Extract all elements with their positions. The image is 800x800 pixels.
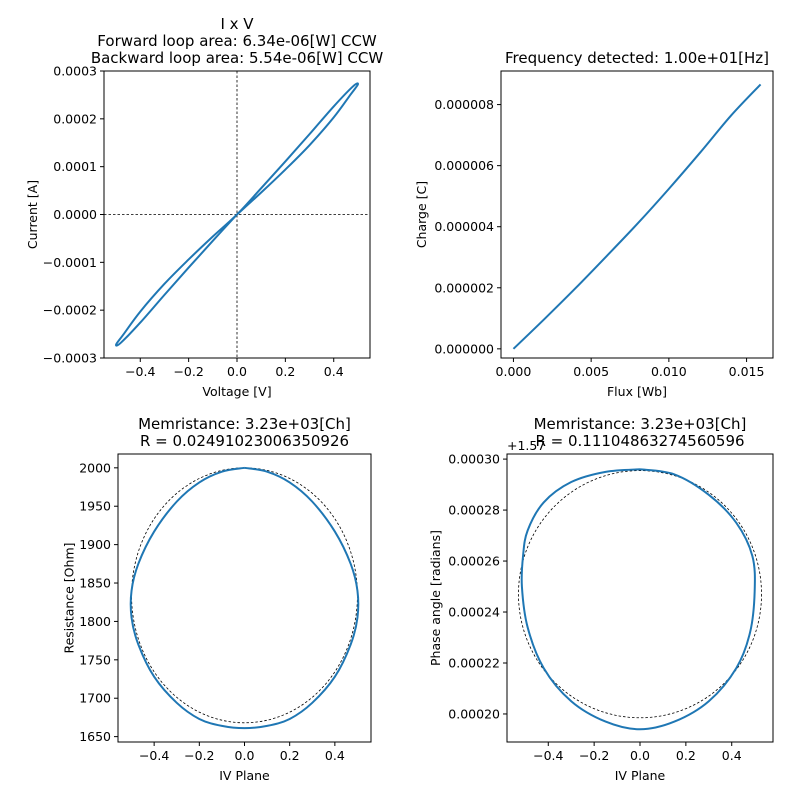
x-tick-label: 0.0 <box>227 364 247 379</box>
y-tick-label: 1900 <box>79 537 111 552</box>
y-axis-label: Charge [C] <box>414 181 429 248</box>
x-tick-label: 0.4 <box>722 748 742 763</box>
y-tick-label: 1800 <box>79 614 111 629</box>
plot-area <box>129 466 360 730</box>
y-offset-label: +1.57 <box>507 438 545 453</box>
x-tick-label: −0.2 <box>173 364 203 379</box>
axes-frame <box>500 70 774 359</box>
axes-frame <box>506 453 774 743</box>
y-tick-label: 0.0003 <box>53 64 97 79</box>
title-line: Forward loop area: 6.34e-06[W] CCW <box>97 32 377 50</box>
x-tick-label: −0.4 <box>125 364 155 379</box>
x-tick-label: 0.0 <box>235 748 255 763</box>
y-tick-label: −0.0003 <box>43 351 97 366</box>
x-tick-label: 0.005 <box>573 364 609 379</box>
plot-area <box>104 71 370 358</box>
title-line: R = 0.02491023006350926 <box>140 432 349 450</box>
title-line: I x V <box>220 15 254 33</box>
x-tick-label: 0.4 <box>325 748 345 763</box>
y-tick-label: 0.000004 <box>434 219 494 234</box>
x-tick-label: 0.010 <box>651 364 687 379</box>
y-tick-label: 0.000002 <box>434 280 494 295</box>
y-tick-label: 0.00024 <box>448 605 500 620</box>
title-line: Frequency detected: 1.00e+01[Hz] <box>505 49 769 67</box>
x-tick-label: 0.2 <box>280 748 300 763</box>
title-line: Backward loop area: 5.54e-06[W] CCW <box>91 49 384 67</box>
x-tick-label: 0.4 <box>324 364 344 379</box>
y-axis-label: Resistance [Ohm] <box>62 542 77 653</box>
x-axis-label: Voltage [V] <box>202 384 271 399</box>
x-tick-label: −0.2 <box>579 748 609 763</box>
y-tick-label: 0.0001 <box>53 159 97 174</box>
y-tick-label: 0.0000 <box>53 207 97 222</box>
x-tick-label: −0.4 <box>533 748 563 763</box>
reference-circle <box>131 467 358 724</box>
subplot-resistance: −0.4 −0.2 0.0 0.2 0.4 1650 1700 1750 1800 1850 190… <box>62 415 372 783</box>
y-tick-label: −0.0002 <box>43 303 97 318</box>
x-tick-label: 0.0 <box>630 748 650 763</box>
y-tick-label: 1850 <box>79 576 111 591</box>
y-tick-label: 1700 <box>79 691 111 706</box>
y-tick-label: 2000 <box>79 460 111 475</box>
y-tick-label: 0.000000 <box>434 341 494 356</box>
y-tick-label: 0.00030 <box>448 452 500 467</box>
y-tick-label: −0.0001 <box>43 255 97 270</box>
x-tick-label: 0.2 <box>275 364 295 379</box>
series-line <box>512 83 762 350</box>
subplot-iv: −0.4 −0.2 0.0 0.2 0.4 −0.0003 −0.0002 −0.0001 0.… <box>25 15 384 399</box>
x-axis-label: IV Plane <box>219 768 270 783</box>
y-tick-label: 0.0002 <box>53 111 97 126</box>
x-tick-label: −0.2 <box>184 748 214 763</box>
x-tick-label: −0.4 <box>139 748 169 763</box>
series-line <box>115 82 359 347</box>
title-line: R = 0.11104863274560596 <box>535 432 744 450</box>
x-axis-label: IV Plane <box>615 768 666 783</box>
y-tick-label: 1750 <box>79 652 111 667</box>
axes-frame <box>117 453 372 743</box>
series-line <box>129 466 360 730</box>
y-tick-label: 1650 <box>79 729 111 744</box>
title-line: Memristance: 3.23e+03[Ch] <box>534 415 747 433</box>
x-tick-label: 0.000 <box>496 364 532 379</box>
y-axis-label: Current [A] <box>25 180 40 249</box>
y-tick-label: 0.00020 <box>448 706 500 721</box>
plot-area <box>518 468 762 731</box>
y-tick-label: 0.00028 <box>448 503 500 518</box>
y-tick-label: 0.00022 <box>448 655 500 670</box>
subplot-phase: −0.4 −0.2 0.0 0.2 0.4 0.00020 0.00022 0.00024 0.… <box>428 415 774 783</box>
y-tick-label: 0.00026 <box>448 554 500 569</box>
subplot-charge-flux: 0.000 0.005 0.010 0.015 0.000000 0.000002 0.00… <box>414 49 774 399</box>
x-tick-label: 0.2 <box>676 748 696 763</box>
x-tick-label: 0.015 <box>729 364 765 379</box>
y-tick-label: 1950 <box>79 499 111 514</box>
reference-circle <box>518 470 762 719</box>
y-tick-label: 0.000008 <box>434 97 494 112</box>
title-line: Memristance: 3.23e+03[Ch] <box>138 415 351 433</box>
series-line <box>520 468 756 731</box>
y-axis-label: Phase angle [radians] <box>428 530 443 666</box>
x-axis-label: Flux [Wb] <box>607 384 667 399</box>
plot-area <box>512 83 762 350</box>
y-tick-label: 0.000006 <box>434 158 494 173</box>
